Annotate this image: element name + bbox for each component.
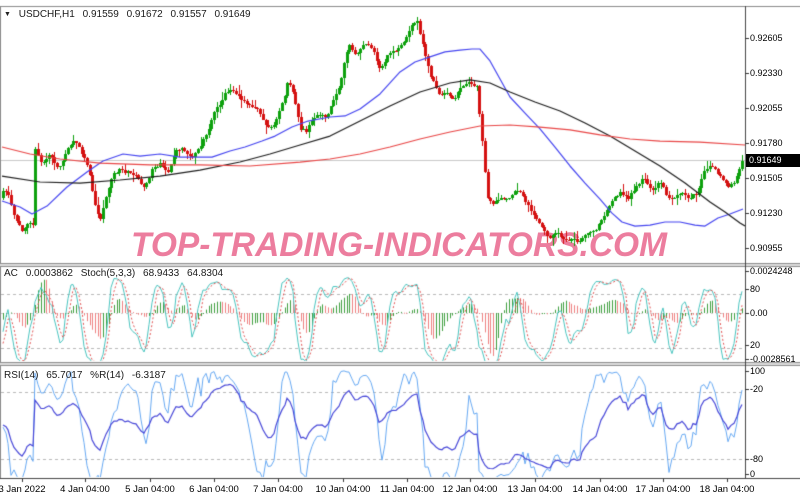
time-axis-label: 7 Jan 04:00 — [253, 484, 303, 495]
stoch-k-value: 68.9433 — [143, 268, 180, 279]
panel2-axis-label: -20 — [750, 384, 764, 394]
price-axis-label: 0.92055 — [750, 103, 783, 113]
time-axis-label: 4 Jan 04:00 — [60, 484, 110, 495]
symbol-period-label: USDCHF,H1 — [18, 9, 75, 20]
price-axis-label: 0.91505 — [750, 173, 783, 183]
price-axis-label: 0.91780 — [750, 138, 783, 148]
time-axis-label: 6 Jan 04:00 — [189, 484, 239, 495]
price-axis-label: 0.92605 — [750, 33, 783, 43]
ac-label: AC — [4, 268, 18, 279]
time-axis-label: 10 Jan 04:00 — [315, 484, 371, 495]
price-axis-label: 0.91230 — [750, 208, 783, 218]
current-price-box: 0.91649 — [746, 154, 800, 167]
ohlc-high: 0.91672 — [126, 9, 163, 20]
panel1-axis-label: 0.0024248 — [750, 266, 793, 276]
ohlc-low: 0.91557 — [170, 9, 207, 20]
time-axis-label: 12 Jan 04:00 — [442, 484, 498, 495]
time-axis-label: 18 Jan 04:00 — [699, 484, 755, 495]
stoch-d-value: 64.8304 — [186, 268, 224, 279]
ohlc-close: 0.91649 — [214, 9, 251, 20]
panel1-axis-label: 20 — [750, 340, 761, 350]
time-axis-label: 11 Jan 04:00 — [379, 484, 435, 495]
ac-value: 0.0003862 — [25, 268, 73, 279]
time-axis-label: 14 Jan 04:00 — [572, 484, 628, 495]
panel1-axis-label: -0.0028561 — [750, 354, 796, 364]
rsi-label: RSI(14) — [4, 370, 39, 381]
indicator-panel-ac-stoch-label: AC 0.0003862 Stoch(5,3,3) 68.9433 64.830… — [4, 268, 228, 279]
indicator-panel-rsi-wpr-label: RSI(14) 65.7017 %R(14) -6.3187 — [4, 370, 171, 381]
chart-header: ▼ USDCHF,H1 0.91559 0.91672 0.91557 0.91… — [4, 9, 256, 20]
wpr-value: -6.3187 — [131, 370, 166, 381]
rsi-value: 65.7017 — [46, 370, 83, 381]
panel1-axis-label: 80 — [750, 284, 761, 294]
stoch-label: Stoch(5,3,3) — [80, 268, 136, 279]
wpr-label: %R(14) — [90, 370, 125, 381]
panel1-axis-label: 0.00 — [750, 308, 768, 318]
chart-menu-arrow-icon[interactable]: ▼ — [4, 11, 11, 18]
time-axis-label: 5 Jan 04:00 — [125, 484, 175, 495]
time-axis-label: 17 Jan 04:00 — [635, 484, 691, 495]
panel2-axis-label: 0 — [750, 469, 756, 479]
panel2-axis-label: 100 — [750, 366, 766, 376]
price-axis-label: 0.90955 — [750, 243, 783, 253]
time-axis-label: 13 Jan 04:00 — [507, 484, 563, 495]
ohlc-open: 0.91559 — [82, 9, 119, 20]
price-axis-label: 0.92330 — [750, 68, 783, 78]
time-axis-label: 3 Jan 2022 — [0, 484, 46, 495]
panel2-axis-label: -80 — [750, 454, 764, 464]
